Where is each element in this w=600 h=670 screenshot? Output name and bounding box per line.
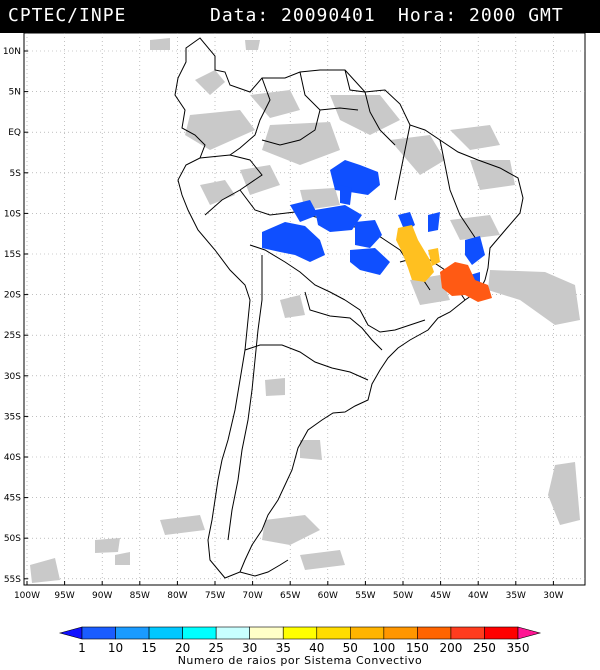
lat-tick-label: 30S bbox=[4, 372, 21, 382]
lat-tick-label: 10N bbox=[3, 47, 21, 57]
lat-tick-label: 45S bbox=[4, 494, 21, 504]
lat-tick-label: 25S bbox=[4, 331, 21, 341]
latitude-labels: 10N 5N EQ 5S 10S 15S 20S 25S 30S 35S 40S 45S 50S 55S bbox=[3, 47, 28, 585]
lon-tick-label: 75W bbox=[205, 591, 225, 601]
legend-value-label: 20 bbox=[175, 641, 190, 655]
lat-tick-label: 50S bbox=[4, 534, 21, 544]
lat-tick-label: EQ bbox=[8, 128, 21, 138]
legend-color-box bbox=[81, 626, 116, 640]
lon-tick-label: 30W bbox=[543, 591, 563, 601]
lat-tick-label: 5S bbox=[10, 169, 22, 179]
legend-value-label: 50 bbox=[343, 641, 358, 655]
lat-tick-label: 55S bbox=[4, 575, 21, 585]
legend-color-box bbox=[215, 626, 250, 640]
lon-tick-label: 65W bbox=[280, 591, 300, 601]
lon-tick-label: 90W bbox=[92, 591, 112, 601]
map-header: CPTEC/INPE Data: 20090401 Hora: 2000 GMT bbox=[0, 0, 600, 33]
lon-tick-label: 35W bbox=[506, 591, 526, 601]
legend-color-box bbox=[282, 626, 318, 640]
cloud-cover bbox=[30, 38, 580, 583]
lon-tick-label: 40W bbox=[468, 591, 488, 601]
lon-tick-label: 50W bbox=[393, 591, 413, 601]
legend-value-label: 30 bbox=[242, 641, 257, 655]
header-org: CPTEC/INPE bbox=[8, 5, 127, 26]
legend-title: Numero de raios por Sistema Convectivo bbox=[178, 654, 423, 667]
legend-color-box bbox=[249, 626, 284, 640]
legend-value-label: 350 bbox=[507, 641, 530, 655]
header-date: Data: 20090401 bbox=[210, 5, 376, 26]
legend-color-box bbox=[115, 626, 150, 640]
legend-color-box bbox=[148, 626, 183, 640]
lon-tick-label: 55W bbox=[355, 591, 375, 601]
lat-tick-label: 40S bbox=[4, 453, 21, 463]
lat-tick-label: 35S bbox=[4, 412, 21, 422]
legend-arrow-low bbox=[58, 626, 83, 640]
map-frame bbox=[23, 32, 586, 586]
lightning-cells-blue bbox=[262, 160, 485, 292]
lightning-cells-orange bbox=[440, 262, 492, 302]
legend-color-box bbox=[450, 626, 485, 640]
lightning-cells-yellow bbox=[396, 225, 440, 282]
legend-value-label: 100 bbox=[372, 641, 395, 655]
longitude-labels: 100W 95W 90W 85W 80W 75W 70W 65W 60W 55W 50W 45W 40W… bbox=[14, 581, 564, 601]
legend-value-label: 150 bbox=[406, 641, 429, 655]
legend-arrow-high bbox=[517, 626, 542, 640]
header-time: Hora: 2000 GMT bbox=[398, 5, 564, 26]
legend-color-box bbox=[383, 626, 418, 640]
lon-tick-label: 70W bbox=[242, 591, 262, 601]
legend-value-label: 40 bbox=[309, 641, 324, 655]
lon-tick-label: 100W bbox=[14, 591, 40, 601]
legend-value-label: 15 bbox=[141, 641, 156, 655]
legend-value-label: 1 bbox=[78, 641, 86, 655]
legend-color-box bbox=[350, 626, 385, 640]
lat-tick-label: 15S bbox=[4, 250, 21, 260]
legend-value-label: 250 bbox=[473, 641, 496, 655]
legend-value-label: 10 bbox=[108, 641, 123, 655]
legend-value-label: 25 bbox=[209, 641, 224, 655]
lat-tick-label: 5N bbox=[9, 88, 21, 98]
legend-color-box bbox=[316, 626, 351, 640]
lon-tick-label: 45W bbox=[430, 591, 450, 601]
lon-tick-label: 85W bbox=[130, 591, 150, 601]
lat-tick-label: 20S bbox=[4, 291, 21, 301]
legend-value-label: 200 bbox=[439, 641, 462, 655]
lat-tick-label: 10S bbox=[4, 209, 21, 219]
lon-tick-label: 80W bbox=[167, 591, 187, 601]
legend-color-box bbox=[417, 626, 452, 640]
legend-value-label: 35 bbox=[276, 641, 291, 655]
legend-color-box bbox=[484, 626, 519, 640]
lon-tick-label: 60W bbox=[318, 591, 338, 601]
lon-tick-label: 95W bbox=[54, 591, 74, 601]
color-legend: 1 10 15 20 25 30 35 40 50 100 150 200 250 350 bbox=[58, 626, 542, 655]
legend-color-box bbox=[182, 626, 217, 640]
